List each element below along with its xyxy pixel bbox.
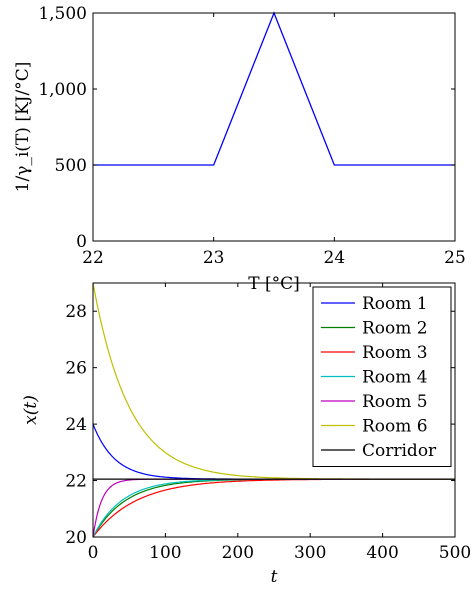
top-series-line-0 [93, 11, 455, 166]
top-y-tick-label: 0 [76, 232, 87, 252]
top-plot-frame [92, 12, 456, 242]
top-x-axis-label: T [°C] [248, 274, 300, 294]
bottom-y-tick-label: 22 [65, 472, 87, 492]
legend: Room 1 Room 2 Room 3 Room 4 Room 5 Room 6 Corr… [312, 286, 452, 467]
legend-label: Room 1 [362, 294, 428, 314]
bottom-y-tick-label: 28 [65, 302, 87, 322]
top-y-tick-label: 1,000 [38, 80, 87, 100]
top-y-tick-label: 1,500 [38, 4, 87, 24]
legend-label: Room 6 [362, 417, 428, 437]
top-chart: 22 23 24 25 0 500 1,000 1,500 T [°C] 1/γ_i(T) … [13, 4, 466, 294]
legend-label: Room 5 [362, 392, 428, 412]
top-y-axis-label: 1/γ_i(T) [KJ/°C] [13, 62, 33, 193]
bottom-y-axis-label: x(t) [21, 395, 41, 425]
legend-label: Corridor [362, 441, 437, 461]
bottom-x-tick-label: 100 [149, 543, 181, 563]
top-x-tick-label: 25 [444, 248, 466, 268]
bottom-y-tick-label: 24 [65, 415, 87, 435]
bottom-x-tick-label: 500 [439, 543, 471, 563]
bottom-x-axis-label: t [271, 567, 278, 587]
top-x-tick-label: 23 [203, 248, 225, 268]
legend-label: Room 2 [362, 319, 428, 339]
top-x-tick-label: 24 [324, 248, 346, 268]
legend-label: Room 3 [362, 343, 428, 363]
bottom-x-tick-label: 200 [222, 543, 254, 563]
top-x-tick-label: 22 [82, 248, 104, 268]
bottom-chart: 0 100 200 300 400 500 20 22 24 26 28 t x(t) Room … [21, 282, 471, 587]
bottom-x-tick-label: 400 [366, 543, 398, 563]
bottom-x-tick-label: 0 [88, 543, 99, 563]
bottom-y-tick-label: 20 [65, 528, 87, 548]
bottom-plot-frame [92, 282, 456, 538]
top-y-tick-label: 500 [55, 156, 87, 176]
legend-label: Room 4 [362, 368, 428, 388]
bottom-x-tick-label: 300 [294, 543, 326, 563]
bottom-y-tick-label: 26 [65, 359, 87, 379]
series-line-room-4 [92, 478, 455, 538]
